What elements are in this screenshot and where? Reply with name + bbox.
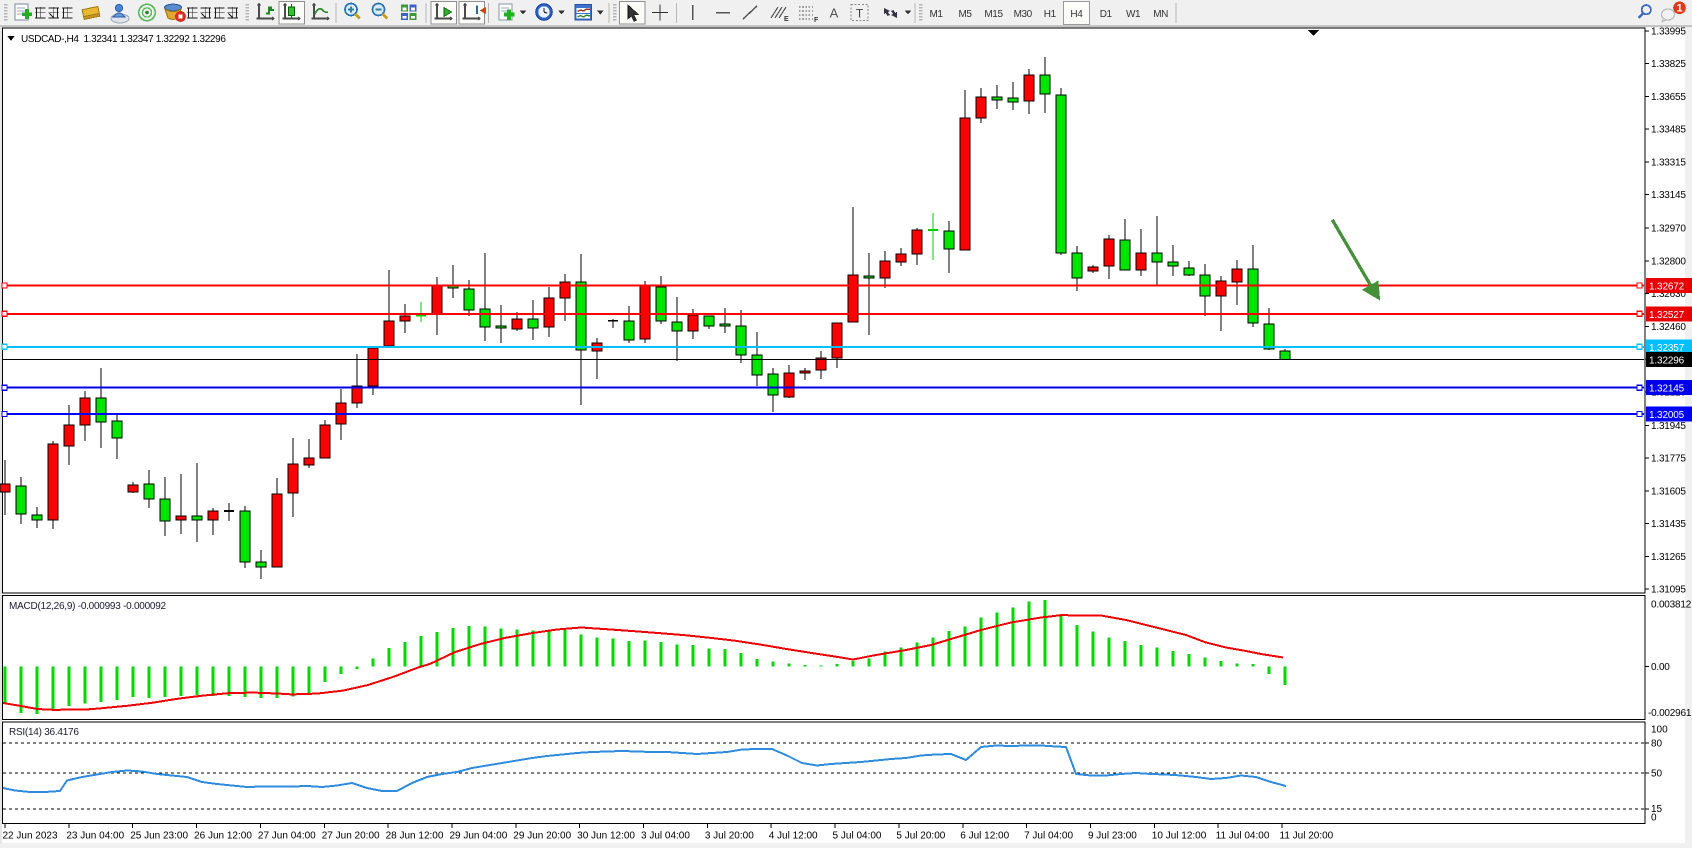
svg-text:30 Jun 12:00: 30 Jun 12:00 — [577, 831, 635, 842]
svg-text:1.31265: 1.31265 — [1651, 552, 1686, 563]
svg-text:3 Jul 04:00: 3 Jul 04:00 — [641, 831, 690, 842]
svg-text:7 Jul 04:00: 7 Jul 04:00 — [1024, 831, 1073, 842]
svg-text:100: 100 — [1651, 725, 1668, 736]
svg-text:27 Jun 04:00: 27 Jun 04:00 — [258, 831, 316, 842]
svg-text:M5: M5 — [958, 9, 972, 20]
svg-text:W1: W1 — [1126, 9, 1141, 20]
svg-text:1.32005: 1.32005 — [1649, 410, 1685, 421]
svg-text:27 Jun 20:00: 27 Jun 20:00 — [322, 831, 380, 842]
svg-text:A: A — [830, 6, 839, 21]
svg-text:29 Jun 04:00: 29 Jun 04:00 — [449, 831, 507, 842]
svg-text:1.33995: 1.33995 — [1651, 26, 1686, 37]
svg-text:1.31775: 1.31775 — [1651, 454, 1686, 465]
svg-text:0.003812: 0.003812 — [1651, 600, 1692, 611]
svg-text:E: E — [784, 16, 789, 23]
svg-text:1.32460: 1.32460 — [1651, 322, 1686, 333]
svg-text:T: T — [856, 7, 864, 21]
svg-text:MACD(12,26,9) -0.000993 -0.000: MACD(12,26,9) -0.000993 -0.000092 — [9, 601, 167, 612]
svg-text:11 Jul 20:00: 11 Jul 20:00 — [1280, 831, 1334, 842]
svg-text:28 Jun 12:00: 28 Jun 12:00 — [386, 831, 444, 842]
svg-text:1.31605: 1.31605 — [1651, 486, 1686, 497]
svg-text:1.33485: 1.33485 — [1651, 125, 1686, 136]
svg-text:80: 80 — [1651, 739, 1663, 750]
svg-text:23 Jun 04:00: 23 Jun 04:00 — [66, 831, 124, 842]
svg-text:-0.002961: -0.002961 — [1648, 708, 1692, 719]
svg-text:26 Jun 12:00: 26 Jun 12:00 — [194, 831, 252, 842]
svg-text:1.31095: 1.31095 — [1651, 585, 1686, 596]
svg-text:USDCAD-,H4 1.32341 1.32347 1.: USDCAD-,H4 1.32341 1.32347 1.32292 1.322… — [21, 34, 226, 45]
svg-text:1.32672: 1.32672 — [1649, 282, 1685, 293]
svg-text:22 Jun 2023: 22 Jun 2023 — [3, 831, 58, 842]
svg-text:5 Jul 04:00: 5 Jul 04:00 — [833, 831, 882, 842]
svg-text:M15: M15 — [984, 9, 1003, 20]
svg-text:11 Jul 04:00: 11 Jul 04:00 — [1216, 831, 1270, 842]
svg-text:5 Jul 20:00: 5 Jul 20:00 — [896, 831, 945, 842]
svg-text:0: 0 — [1651, 813, 1657, 824]
svg-text:RSI(14) 36.4176: RSI(14) 36.4176 — [9, 727, 79, 738]
svg-text:M1: M1 — [929, 9, 943, 20]
svg-text:H1: H1 — [1044, 9, 1057, 20]
svg-text:10 Jul 12:00: 10 Jul 12:00 — [1152, 831, 1207, 842]
svg-text:1.33825: 1.33825 — [1651, 59, 1686, 70]
svg-text:1.32630: 1.32630 — [1651, 289, 1686, 300]
svg-text:M30: M30 — [1014, 9, 1033, 20]
svg-text:1.31435: 1.31435 — [1651, 519, 1686, 530]
svg-text:29 Jun 20:00: 29 Jun 20:00 — [513, 831, 571, 842]
svg-text:MN: MN — [1153, 9, 1168, 20]
svg-text:1.33315: 1.33315 — [1651, 157, 1686, 168]
svg-text:0.00: 0.00 — [1651, 662, 1670, 673]
svg-text:25 Jun 23:00: 25 Jun 23:00 — [130, 831, 188, 842]
svg-text:1.32970: 1.32970 — [1651, 224, 1686, 235]
svg-text:1: 1 — [1676, 3, 1682, 15]
svg-text:9 Jul 23:00: 9 Jul 23:00 — [1088, 831, 1137, 842]
svg-text:4 Jul 12:00: 4 Jul 12:00 — [769, 831, 818, 842]
svg-text:1.32800: 1.32800 — [1651, 256, 1686, 267]
svg-text:1.33655: 1.33655 — [1651, 92, 1686, 103]
svg-text:D1: D1 — [1100, 9, 1113, 20]
svg-text:6 Jul 12:00: 6 Jul 12:00 — [960, 831, 1009, 842]
svg-text:1.33145: 1.33145 — [1651, 190, 1686, 201]
svg-text:1.32145: 1.32145 — [1649, 384, 1685, 395]
svg-text:F: F — [814, 17, 819, 24]
svg-text:3 Jul 20:00: 3 Jul 20:00 — [705, 831, 754, 842]
svg-text:1.31945: 1.31945 — [1651, 421, 1686, 432]
svg-text:15: 15 — [1651, 804, 1663, 815]
svg-text:1.32296: 1.32296 — [1649, 355, 1685, 366]
svg-text:50: 50 — [1651, 769, 1663, 780]
svg-text:H4: H4 — [1070, 9, 1083, 20]
svg-text:1.32527: 1.32527 — [1649, 310, 1685, 321]
svg-text:1.32357: 1.32357 — [1649, 343, 1685, 354]
